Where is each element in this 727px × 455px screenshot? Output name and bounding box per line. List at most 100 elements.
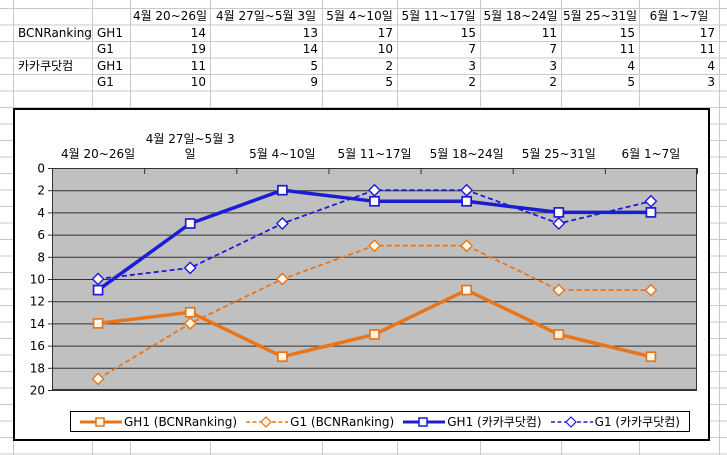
table-series-cell[interactable]: GH1 (97, 25, 123, 40)
data-point-marker (277, 351, 288, 363)
table-value-cell[interactable]: 14 (302, 42, 318, 56)
table-value-cell[interactable]: 11 (699, 42, 715, 56)
table-value-cell[interactable]: 2 (549, 75, 557, 89)
table-value-cell[interactable]: 3 (549, 58, 557, 73)
table-value-cell[interactable]: 15 (460, 25, 476, 40)
legend-item[interactable]: G1 (BCNRanking) (246, 415, 394, 429)
table-value-cell[interactable]: 19 (190, 42, 206, 56)
legend-diamond-marker-icon (550, 415, 593, 428)
table-series-cell[interactable]: G1 (97, 75, 114, 89)
table-value-cell[interactable]: 3 (707, 75, 715, 89)
data-point-marker (644, 283, 658, 297)
legend-diamond-marker-icon (246, 415, 289, 428)
y-axis-tick-label: 12 (30, 295, 45, 309)
table-value-cell[interactable]: 13 (302, 25, 318, 40)
data-point-marker (461, 284, 472, 296)
table-value-cell[interactable]: 5 (310, 58, 318, 73)
chart-x-axis-label: 4월 20~26일 (61, 147, 136, 161)
legend-item[interactable]: G1 (카카쿠닷컴) (550, 413, 680, 430)
data-point-marker (368, 183, 381, 197)
table-header-cell[interactable]: 5월 4~10일 (326, 9, 393, 23)
chart-plot: 0 2 4 6 8 10 12 14 16 18 20 (30, 162, 698, 398)
data-point-marker (184, 306, 196, 318)
data-point-marker (92, 318, 104, 329)
chart-legend[interactable]: GH1 (BCNRanking) G1 (BCNRanking) GH1 (카카쿠닷… (70, 411, 690, 432)
data-point-marker (369, 195, 380, 207)
y-axis-tick-label: 6 (37, 228, 45, 242)
data-point-marker (460, 239, 474, 253)
table-value-cell[interactable]: 17 (377, 25, 393, 40)
y-axis-tick-label: 4 (37, 206, 45, 220)
table-header-cell[interactable]: 5월 25~31일 (562, 9, 638, 23)
data-point-marker (183, 316, 197, 330)
table-value-cell[interactable]: 3 (468, 58, 476, 73)
table-value-cell[interactable]: 10 (190, 75, 206, 89)
table-group-cell[interactable]: BCNRanking (18, 25, 92, 40)
table-header-cell[interactable]: 4월 20~26일 (132, 9, 208, 23)
data-point-marker (369, 329, 380, 340)
data-point-marker (92, 284, 104, 296)
table-value-cell[interactable]: 5 (627, 75, 635, 89)
table-header-cell[interactable]: 5월 11~17일 (401, 9, 476, 23)
data-point-marker (91, 372, 105, 386)
y-axis-tick-label: 10 (30, 273, 45, 287)
table-series-cell[interactable]: G1 (97, 42, 114, 56)
table-value-cell[interactable]: 7 (468, 42, 476, 56)
table-value-cell[interactable]: 5 (385, 75, 393, 89)
legend-item[interactable]: GH1 (BCNRanking) (80, 415, 237, 429)
table-value-cell[interactable]: 14 (190, 25, 206, 40)
table-value-cell[interactable]: 4 (627, 58, 635, 73)
y-axis-tick-label: 2 (37, 184, 45, 198)
table-value-cell[interactable]: 15 (619, 25, 635, 40)
chart-x-axis-label: 6월 1~7일 (621, 147, 681, 161)
data-point-marker (644, 194, 658, 208)
table-header-cell[interactable]: 4월 27일~5월 3일 (215, 9, 317, 23)
table-group-cell[interactable]: 카카쿠닷컴 (18, 58, 74, 73)
table-header-cell[interactable]: 6월 1~7일 (649, 9, 709, 23)
chart-x-axis-label: 5월 18~24일 (429, 147, 504, 161)
table-value-cell[interactable]: 11 (619, 42, 635, 56)
legend-label: G1 (카카쿠닷컴) (594, 415, 680, 429)
table-header-cell[interactable]: 5월 18~24일 (483, 9, 558, 23)
table-series-cell[interactable]: GH1 (97, 58, 123, 73)
table-value-cell[interactable]: 2 (468, 75, 476, 89)
table-value-cell[interactable]: 2 (385, 58, 393, 73)
table-value-cell[interactable]: 17 (699, 25, 715, 40)
chart-x-axis-label: 5월 11~17일 (337, 147, 412, 161)
table-group-cell[interactable] (13, 74, 92, 91)
data-point-marker (553, 329, 565, 340)
data-point-marker (275, 217, 289, 230)
legend-label: GH1 (BCNRanking) (124, 414, 238, 429)
table-value-cell[interactable]: 9 (310, 75, 318, 89)
data-point-marker (368, 239, 381, 253)
data-point-marker (553, 207, 565, 218)
legend-label: G1 (BCNRanking) (290, 414, 395, 429)
y-axis-tick-label: 0 (37, 162, 45, 176)
data-point-marker (277, 184, 288, 196)
table-value-cell[interactable]: 4 (707, 58, 715, 73)
legend-label: GH1 (카카쿠닷컴) (447, 415, 542, 429)
chart-x-axis-label: 5월 4~10일 (249, 147, 316, 161)
legend-item[interactable]: GH1 (카카쿠닷컴) (403, 413, 542, 430)
table-value-cell[interactable]: 11 (190, 58, 206, 73)
chart-x-axis-label: 4월 27일~5월 3 일 (145, 132, 235, 161)
data-point-marker (183, 261, 197, 275)
table-group-cell[interactable] (13, 41, 92, 58)
chart[interactable]: 4월 20~26일 4월 27일~5월 3 일 5월 4~10일 5월 11~17일 5… (13, 108, 710, 441)
data-point-marker (91, 272, 105, 286)
y-axis-tick-label: 18 (30, 361, 45, 375)
y-axis-tick-label: 16 (30, 339, 45, 353)
table-value-cell[interactable]: 10 (377, 42, 393, 56)
legend-square-marker-icon (80, 416, 122, 427)
data-point-marker (275, 272, 289, 286)
y-axis-tick-label: 20 (30, 384, 45, 398)
legend-square-marker-icon (403, 416, 446, 427)
chart-area: 4월 20~26일 4월 27일~5월 3 일 5월 4~10일 5월 11~17일 5… (15, 110, 708, 439)
data-point-marker (552, 217, 566, 230)
data-point-marker (461, 195, 472, 207)
chart-x-axis-label: 5월 25~31일 (521, 147, 596, 161)
data-point-marker (552, 283, 566, 297)
table-value-cell[interactable]: 11 (541, 25, 557, 40)
table-value-cell[interactable]: 7 (549, 42, 557, 56)
